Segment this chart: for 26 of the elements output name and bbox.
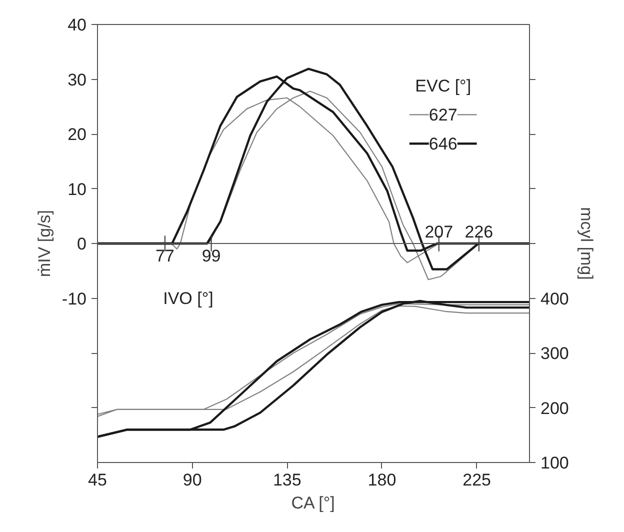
y2-tick-label: 400 [540,289,569,308]
y-axis-title: ṁIV [g/s] [34,210,54,278]
y-tick-label: -10 [62,289,87,308]
y-tick-label: 0 [77,234,87,254]
y-tick-label: 20 [68,125,87,144]
legend-title: EVC [°] [415,76,472,96]
x-tick-label: 45 [88,470,107,490]
y-tick-label: 30 [68,70,87,90]
annotation: IVO [°] [163,288,214,308]
x-tick-label: 90 [182,470,202,490]
y-tick-label: 10 [68,180,87,199]
y2-tick-label: 200 [540,398,569,418]
y2-tick-label: 300 [540,344,569,363]
x-tick-label: 180 [368,470,396,490]
x-tick-label: 225 [462,470,492,490]
annotation: 99 [202,246,221,266]
y2-tick-label: 100 [540,454,569,472]
annotation: 77 [155,246,174,266]
x-axis-title: CA [°] [291,494,335,512]
annotation: 207 [424,222,454,242]
y2-axis-title: mcyl [mg] [576,207,596,280]
x-tick-label: 135 [272,470,302,490]
legend-label: 646 [428,134,458,154]
annotation: 226 [464,222,494,242]
y-tick-label: 40 [68,16,87,34]
legend-label: 627 [428,106,458,125]
